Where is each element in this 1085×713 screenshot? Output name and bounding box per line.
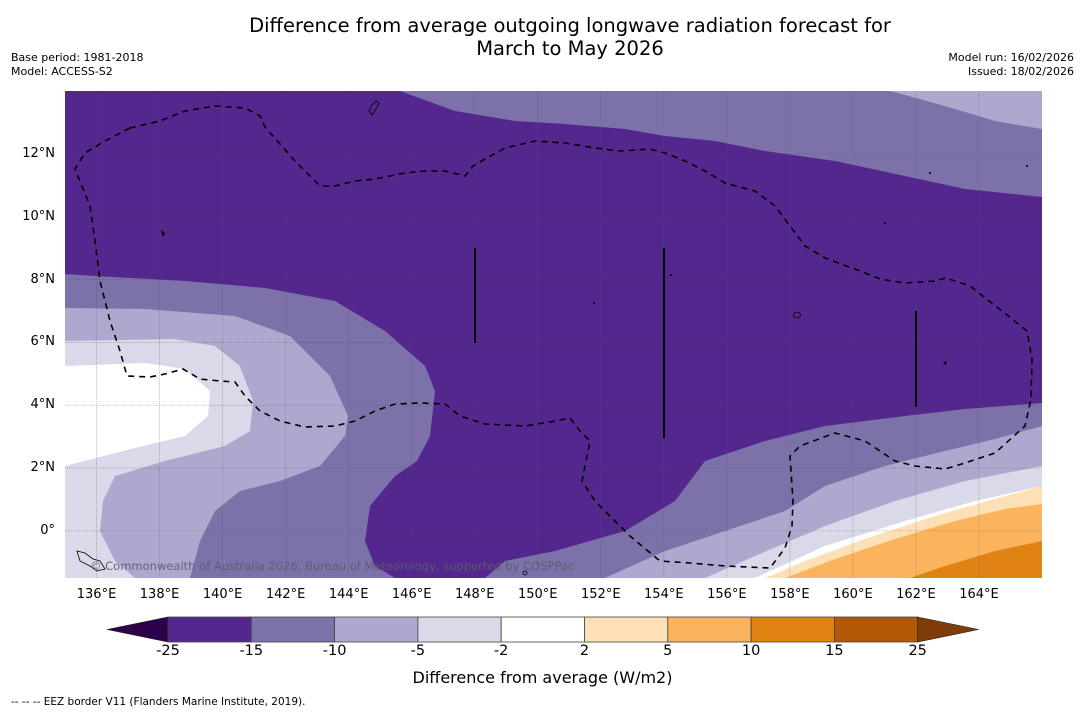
colorbar-over-arrow [917, 616, 979, 643]
lat-tick-label: 8°N [30, 271, 56, 287]
model-name: Model: ACCESS-S2 [11, 65, 113, 78]
lon-tick-label: 148°E [454, 587, 495, 602]
base-period: Base period: 1981-2018 [11, 51, 144, 64]
colorbar-tick-label: -5 [410, 643, 426, 659]
colorbar [107, 616, 979, 643]
island-dot [522, 570, 528, 576]
lon-tick-label: 138°E [139, 587, 180, 602]
colorbar-bin [834, 616, 919, 643]
colorbar-tick-label: 10 [741, 643, 761, 659]
colorbar-bin [584, 616, 669, 643]
lat-tick-label: 10°N [22, 208, 55, 224]
colorbar-label: Difference from average (W/m2) [412, 668, 673, 687]
island-dot [1026, 165, 1028, 167]
lat-tick-label: 0° [40, 522, 55, 538]
colorbar-bin [500, 616, 585, 643]
colorbar-tick-label: -2 [493, 643, 509, 659]
island-palau [161, 230, 165, 237]
title-line-1: Difference from average outgoing longwav… [249, 14, 891, 37]
colorbar-bin [667, 616, 752, 643]
colorbar-bin [417, 616, 502, 643]
lon-tick-label: 140°E [202, 587, 243, 602]
lon-tick-label: 150°E [517, 587, 558, 602]
lon-tick-label: 152°E [581, 587, 621, 602]
lon-tick-label: 162°E [896, 587, 936, 602]
colorbar-tick-label: -10 [322, 643, 347, 659]
eez-legend-note: -- -- -- EEZ border V11 (Flanders Marine… [11, 696, 306, 708]
colorbar-under-arrow [107, 616, 169, 643]
island-pohnpei [793, 311, 801, 319]
island-new-guinea-coast [76, 550, 106, 572]
map-canvas [65, 91, 1042, 578]
region-near-average-west [65, 363, 210, 466]
copyright-notice: © Commonwealth of Australia 2026, Bureau… [90, 559, 575, 573]
lat-tick-label: 12°N [22, 145, 55, 161]
colorbar-tick-label: -25 [156, 643, 180, 659]
model-run: Model run: 16/02/2026 [948, 51, 1074, 64]
meta-right: Model run: 16/02/2026 Issued: 18/02/2026 [948, 51, 1074, 79]
colorbar-tick-label: 2 [579, 643, 590, 659]
colorbar-tick-label: 15 [825, 643, 844, 659]
lon-tick-label: 154°E [644, 587, 684, 602]
lat-tick-label: 6°N [30, 334, 56, 350]
colorbar-bin [250, 616, 336, 643]
lon-tick-label: 142°E [265, 587, 306, 602]
lon-tick-label: 158°E [770, 587, 810, 602]
lat-tick-label: 2°N [30, 460, 56, 476]
colorbar-tick-label: 25 [908, 643, 927, 659]
lon-tick-label: 164°E [959, 587, 999, 602]
lon-tick-label: 144°E [328, 587, 369, 602]
eez-border [74, 105, 1033, 569]
colorbar-tick-label: -15 [239, 643, 264, 659]
lon-tick-label: 156°E [707, 587, 747, 602]
meta-left: Base period: 1981-2018 Model: ACCESS-S2 [11, 51, 143, 79]
island-dot [670, 274, 672, 276]
title-line-2: March to May 2026 [476, 37, 664, 60]
lon-tick-label: 146°E [391, 587, 432, 602]
region-positive-10-15 [910, 541, 1042, 578]
colorbar-tick-label: 5 [663, 643, 673, 659]
island-dot [943, 361, 947, 365]
region-negative-10-5-north [890, 91, 1042, 129]
island-guam [368, 100, 380, 116]
island-dot [884, 222, 886, 224]
colorbar-bin [750, 616, 835, 643]
lat-tick-label: 4°N [30, 397, 56, 413]
map-panel [65, 91, 1042, 578]
chart-title: Difference from average outgoing longwav… [0, 14, 1085, 60]
colorbar-bin [334, 616, 419, 643]
region-negative-15-10-north [400, 91, 1042, 197]
island-dot [929, 172, 931, 174]
island-dot [593, 302, 595, 304]
lon-tick-label: 160°E [833, 587, 873, 602]
colorbar-bin [167, 616, 252, 643]
issued-date: Issued: 18/02/2026 [967, 65, 1074, 78]
lon-tick-label: 136°E [76, 587, 117, 602]
